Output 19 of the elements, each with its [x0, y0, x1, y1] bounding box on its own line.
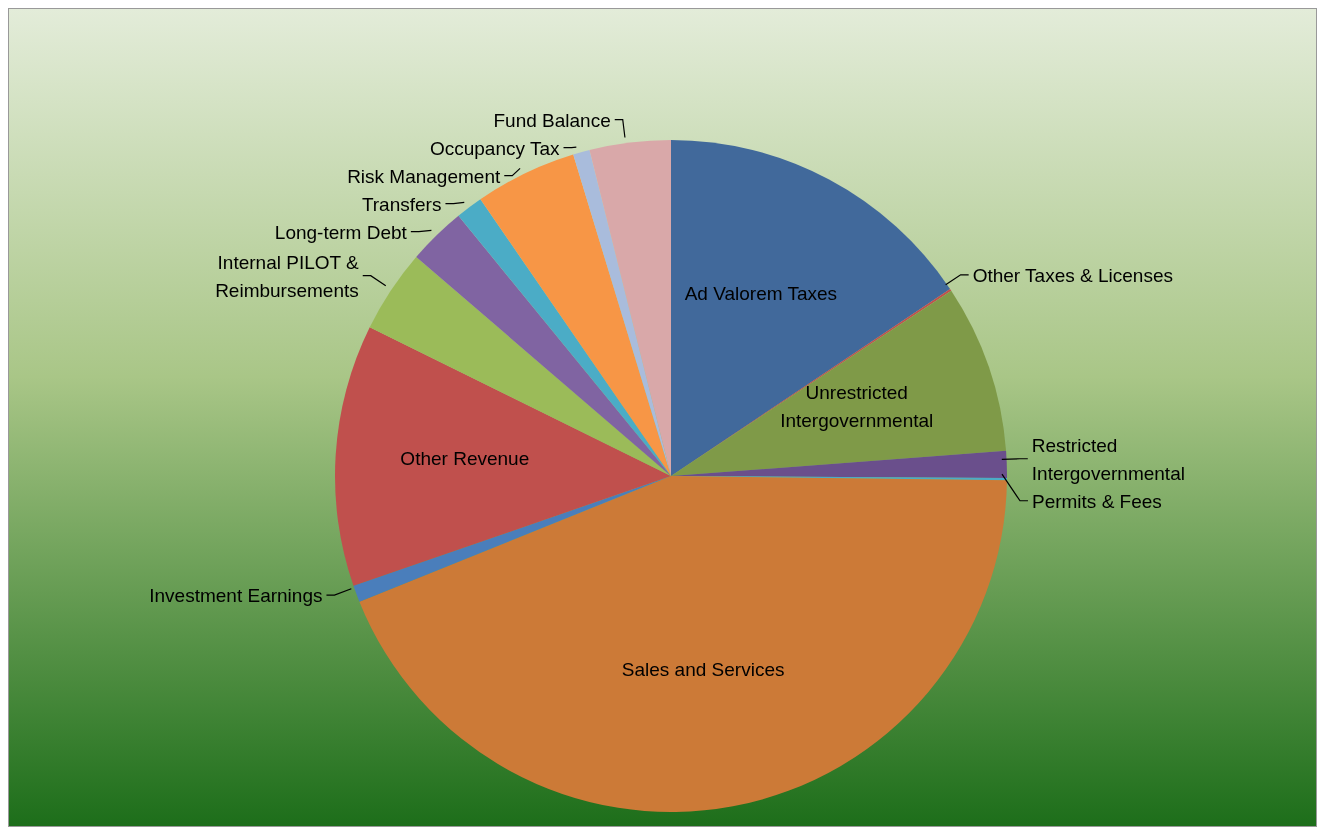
slice-label: Investment Earnings [149, 584, 323, 606]
slice-label: Occupancy Tax [429, 137, 560, 159]
slice-label: Risk Management [347, 165, 501, 187]
slice-label: Other Taxes & Licenses [972, 264, 1173, 286]
slice-label: Unrestricted Intergovernmental [780, 381, 934, 431]
slice-label: Long-term Debt [274, 221, 408, 243]
slice-label: Other Revenue [400, 447, 530, 469]
slice-label: Restricted Intergovernmental [1031, 434, 1185, 484]
slice-label: Fund Balance [493, 109, 611, 131]
slice-label: Sales and Services [621, 658, 785, 680]
pie-slice [359, 476, 1007, 812]
pie-slice [589, 140, 671, 476]
slice-label: Internal PILOT & Reimbursements [215, 251, 360, 301]
pie-slice [671, 140, 951, 476]
slice-label: Ad Valorem Taxes [684, 282, 838, 304]
slice-label: Transfers [361, 193, 442, 215]
pie-slice [369, 256, 671, 476]
pie-slice [335, 327, 671, 586]
slice-label: Permits & Fees [1031, 490, 1162, 512]
